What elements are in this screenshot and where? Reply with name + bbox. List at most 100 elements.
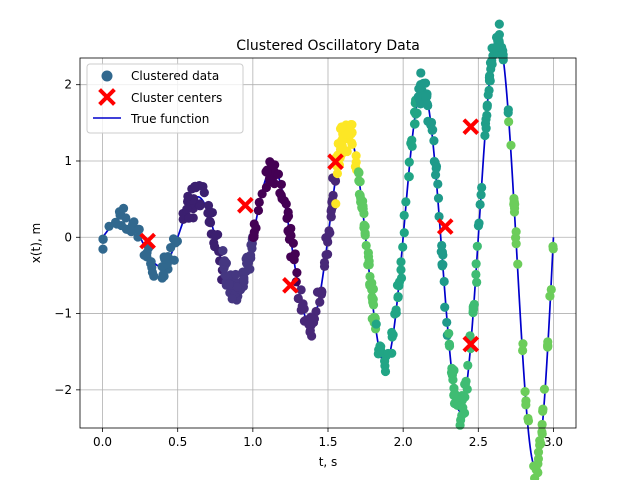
data-point [473,221,484,231]
data-point [257,189,267,199]
data-point [253,205,264,216]
data-point [399,228,409,238]
data-point [448,375,458,385]
data-point [306,312,316,323]
data-point [440,302,450,312]
data-point [158,270,168,280]
data-point [398,242,408,252]
data-point [481,123,491,133]
data-point [231,269,241,280]
data-point [356,193,366,204]
data-point [367,278,377,288]
data-point [391,305,401,315]
data-point [319,257,330,268]
data-point [490,43,500,53]
data-point [433,179,443,189]
data-point [380,356,390,366]
data-point [337,122,347,132]
chart-title: Clustered Oscillatory Data [236,38,420,54]
data-point [438,259,448,270]
y-tick-label: −1 [54,307,72,321]
data-point [129,217,139,227]
data-point [506,140,516,150]
data-point [262,167,272,177]
data-point [121,213,131,223]
data-point [361,240,371,251]
x-tick-label: 2.5 [469,435,488,449]
data-point [471,259,481,269]
data-point [477,182,487,193]
data-point [166,243,176,253]
cluster-center-marker [462,335,480,353]
data-point [399,210,409,220]
legend-marker-cluster-centers [98,88,116,106]
data-point [518,339,528,349]
data-point [220,256,230,266]
data-point [447,363,457,374]
x-tick-label: 2.0 [394,435,413,449]
y-tick-label: 1 [64,154,72,168]
data-point [393,292,403,303]
data-point [533,447,544,457]
y-axis-ticks: −2 −1 0 1 2 [54,78,80,397]
data-point [346,120,356,130]
x-tick-label: 1.0 [243,435,262,449]
data-point [305,327,315,337]
data-point [220,270,230,280]
x-tick-label: 0.0 [93,435,112,449]
cluster-center-marker [282,277,299,294]
data-point [363,248,373,258]
data-point [183,191,193,202]
data-point [112,219,122,229]
data-point [401,197,411,207]
data-point [520,386,530,397]
data-point [404,157,414,167]
data-point [354,177,365,187]
data-point [249,231,259,241]
data-point [284,234,295,244]
cluster-center-marker [436,218,454,235]
data-point [375,341,385,351]
data-point [537,427,547,437]
data-point [504,117,514,127]
data-point [351,157,361,167]
data-point [273,169,284,179]
data-point [383,348,393,359]
data-point [444,341,455,351]
data-point [203,200,214,211]
data-point [160,254,170,264]
data-point [368,297,378,307]
data-point [537,419,547,430]
data-point [292,267,302,278]
data-point [371,319,381,329]
data-point [413,92,423,102]
data-point [411,109,421,119]
data-point [513,259,523,269]
data-point [168,234,179,244]
data-point [218,246,228,256]
data-point [484,76,495,86]
data-point [232,282,242,292]
data-point [326,206,336,216]
data-point [204,208,214,218]
data-point [472,277,482,287]
data-point [304,319,314,330]
data-point [347,139,357,149]
data-point [363,260,373,270]
data-point [317,287,327,297]
data-point [254,197,264,207]
data-point [429,136,439,146]
y-tick-label: 0 [64,230,72,244]
data-point [283,211,294,221]
data-point [246,240,256,250]
data-point [509,193,519,204]
x-tick-label: 1.5 [318,435,337,449]
data-point [321,250,331,260]
data-point [133,232,143,242]
data-point [449,383,459,393]
data-point [455,420,465,430]
data-point [530,473,540,480]
data-point [276,190,286,200]
data-point [482,110,492,120]
data-point [468,303,478,313]
